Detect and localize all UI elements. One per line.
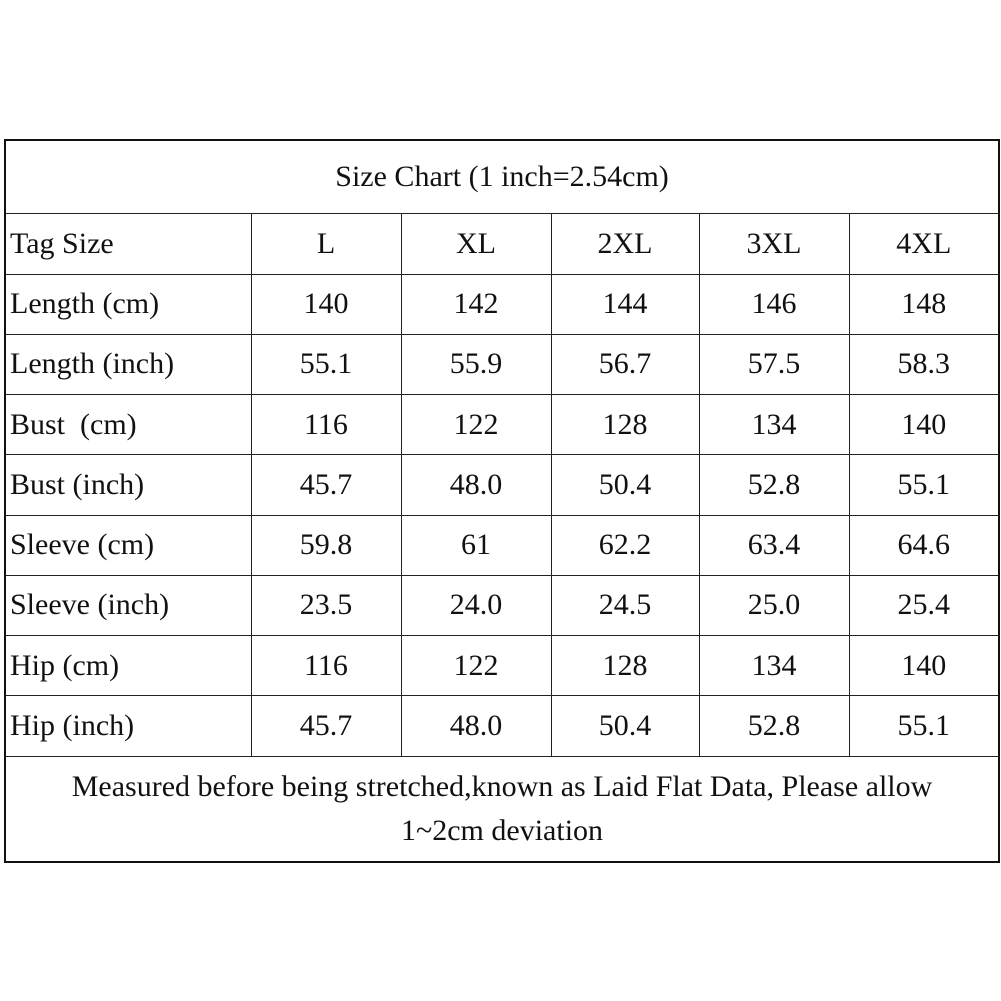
value-cell: 48.0	[400, 695, 552, 757]
table-row: Hip (cm) 116 122 128 134 140	[4, 635, 1000, 697]
value-cell: 59.8	[250, 514, 402, 576]
value-cell: 142	[400, 273, 552, 335]
value-cell: 55.1	[848, 695, 1000, 757]
value-cell: 55.1	[250, 333, 402, 396]
value-cell: 45.7	[250, 454, 402, 516]
value-cell: 55.1	[848, 454, 1000, 516]
value-cell: 24.0	[400, 574, 552, 637]
size-chart-table: Size Chart (1 inch=2.54cm) Tag Size L XL…	[4, 139, 1001, 863]
table-row: Sleeve (inch) 23.5 24.0 24.5 25.0 25.4	[4, 574, 1000, 637]
value-cell: 128	[550, 635, 700, 697]
value-cell: 64.6	[848, 514, 1000, 576]
size-chart-title: Size Chart (1 inch=2.54cm)	[4, 139, 1000, 215]
value-cell: 116	[250, 635, 402, 697]
row-label: Bust (inch)	[4, 454, 252, 516]
value-cell: 25.4	[848, 574, 1000, 637]
table-row: Bust (inch) 45.7 48.0 50.4 52.8 55.1	[4, 454, 1000, 516]
value-cell: 62.2	[550, 514, 700, 576]
value-cell: 144	[550, 273, 700, 335]
table-row: Length (cm) 140 142 144 146 148	[4, 273, 1000, 335]
value-cell: 50.4	[550, 695, 700, 757]
value-cell: 58.3	[848, 333, 1000, 396]
value-cell: 25.0	[698, 574, 850, 637]
value-cell: 128	[550, 394, 700, 456]
table-row: Hip (inch) 45.7 48.0 50.4 52.8 55.1	[4, 695, 1000, 757]
tag-size-label: Tag Size	[4, 213, 252, 275]
value-cell: 48.0	[400, 454, 552, 516]
table-row: Length (inch) 55.1 55.9 56.7 57.5 58.3	[4, 333, 1000, 396]
size-header-cell: 4XL	[848, 213, 1000, 275]
value-cell: 146	[698, 273, 850, 335]
value-cell: 24.5	[550, 574, 700, 637]
size-header-cell: 3XL	[698, 213, 850, 275]
value-cell: 52.8	[698, 454, 850, 516]
value-cell: 23.5	[250, 574, 402, 637]
size-header-cell: L	[250, 213, 402, 275]
measurement-note: Measured before being stretched,known as…	[4, 755, 1000, 863]
header-row: Tag Size L XL 2XL 3XL 4XL	[4, 213, 1000, 275]
row-label: Hip (cm)	[4, 635, 252, 697]
size-header-cell: XL	[400, 213, 552, 275]
row-label: Hip (inch)	[4, 695, 252, 757]
row-label: Length (cm)	[4, 273, 252, 335]
value-cell: 116	[250, 394, 402, 456]
note-row: Measured before being stretched,known as…	[4, 755, 1000, 863]
value-cell: 134	[698, 394, 850, 456]
value-cell: 140	[848, 394, 1000, 456]
value-cell: 61	[400, 514, 552, 576]
value-cell: 134	[698, 635, 850, 697]
value-cell: 140	[848, 635, 1000, 697]
value-cell: 140	[250, 273, 402, 335]
value-cell: 50.4	[550, 454, 700, 516]
value-cell: 148	[848, 273, 1000, 335]
note-line-1: Measured before being stretched,known as…	[71, 769, 933, 803]
size-header-cell: 2XL	[550, 213, 700, 275]
table-row: Sleeve (cm) 59.8 61 62.2 63.4 64.6	[4, 514, 1000, 576]
value-cell: 63.4	[698, 514, 850, 576]
note-line-2: 1~2cm deviation	[401, 813, 604, 847]
value-cell: 55.9	[400, 333, 552, 396]
value-cell: 122	[400, 394, 552, 456]
title-row: Size Chart (1 inch=2.54cm)	[4, 139, 1000, 215]
value-cell: 52.8	[698, 695, 850, 757]
value-cell: 57.5	[698, 333, 850, 396]
value-cell: 56.7	[550, 333, 700, 396]
row-label: Bust (cm)	[4, 394, 252, 456]
row-label: Sleeve (inch)	[4, 574, 252, 637]
row-label: Length (inch)	[4, 333, 252, 396]
row-label: Sleeve (cm)	[4, 514, 252, 576]
value-cell: 45.7	[250, 695, 402, 757]
value-cell: 122	[400, 635, 552, 697]
table-row: Bust (cm) 116 122 128 134 140	[4, 394, 1000, 456]
